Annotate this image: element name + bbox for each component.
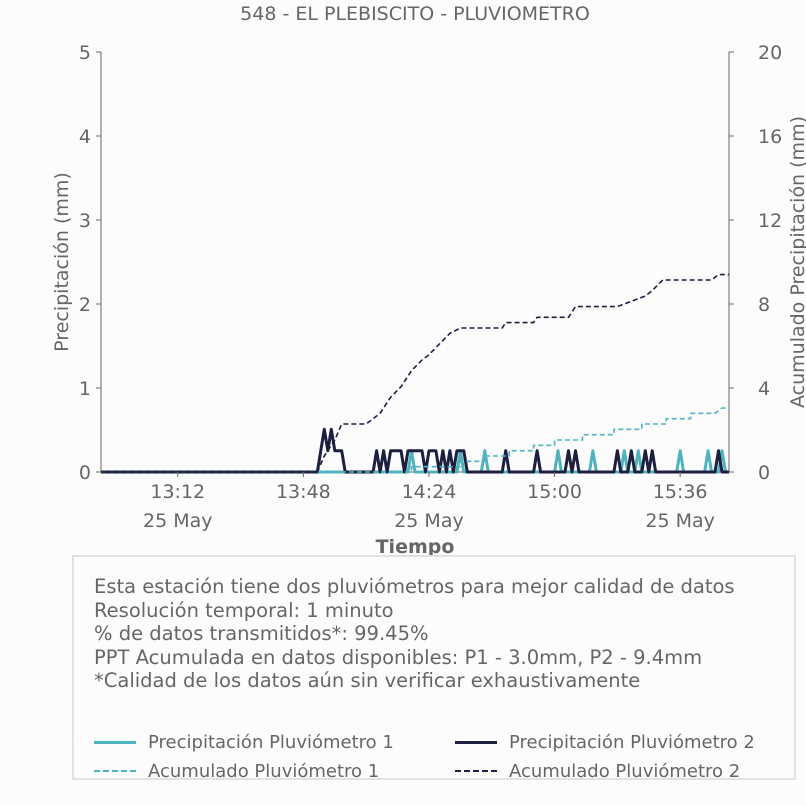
legend-label: Acumulado Pluviómetro 1 — [148, 761, 380, 782]
legend-swatch-accum-1 — [94, 770, 136, 772]
info-line-dual-gauge: Esta estación tiene dos pluviómetros par… — [94, 575, 735, 598]
station-info: Esta estación tiene dos pluviómetros par… — [94, 575, 735, 693]
x-tick-label: 15:36 — [653, 481, 708, 503]
x-tick-date-label: 25 May — [394, 510, 464, 532]
precipitation-chart: 548 - EL PLEBISCITO - PLUVIOMETRO 012345… — [51, 3, 806, 558]
y-tick-label: 3 — [79, 210, 91, 232]
y-tick-label: 4 — [79, 126, 91, 148]
y2-tick-label: 20 — [758, 42, 782, 64]
y2-tick-label: 0 — [758, 462, 770, 484]
x-tick-date-label: 25 May — [143, 510, 213, 532]
y-tick-label: 0 — [79, 462, 91, 484]
y2-axis-label: Acumulado Precipitación (mm) — [787, 116, 806, 408]
legend-swatch-precip-2 — [455, 741, 497, 744]
legend-label: Precipitación Pluviómetro 1 — [148, 732, 394, 753]
y-tick-label: 1 — [79, 378, 91, 400]
series-line-acumulado-pluviometro-1 — [101, 407, 729, 473]
legend-swatch-precip-1 — [94, 741, 136, 744]
info-line-resolution: Resolución temporal: 1 minuto — [94, 598, 394, 622]
y2-tick-label: 4 — [758, 378, 770, 400]
legend-swatch-accum-2 — [455, 770, 497, 772]
info-legend-box: Esta estación tiene dos pluviómetros par… — [72, 555, 796, 782]
y-tick-label: 2 — [79, 294, 91, 316]
y2-tick-label: 8 — [758, 294, 770, 316]
y-tick-label: 5 — [79, 42, 91, 64]
y2-tick-label: 12 — [758, 210, 782, 232]
series-layer — [101, 273, 729, 474]
legend-label: Precipitación Pluviómetro 2 — [509, 732, 755, 753]
x-tick-date-label: 25 May — [645, 510, 715, 532]
x-tick-label: 15:00 — [527, 481, 582, 503]
chart-title: 548 - EL PLEBISCITO - PLUVIOMETRO — [240, 3, 590, 25]
x-tick-label: 13:48 — [276, 481, 331, 503]
x-tick-label: 14:24 — [402, 481, 457, 503]
x-tick-label: 13:12 — [150, 481, 205, 503]
info-line-transmitted: % de datos transmitidos*: 99.45% — [94, 622, 429, 645]
x-axis-label: Tiempo — [376, 536, 455, 558]
legend-label: Acumulado Pluviómetro 2 — [509, 761, 741, 782]
series-line-acumulado-pluviometro-2 — [101, 273, 729, 473]
series-line-precipitacion-pluviometro-2 — [101, 427, 729, 474]
info-line-accumulated: PPT Acumulada en datos disponibles: P1 -… — [94, 645, 703, 669]
plot-axes — [100, 52, 730, 473]
y-axis-label: Precipitación (mm) — [51, 172, 73, 352]
y2-tick-label: 16 — [758, 126, 782, 148]
info-line-quality-note: *Calidad de los datos aún sin verificar … — [94, 669, 641, 692]
